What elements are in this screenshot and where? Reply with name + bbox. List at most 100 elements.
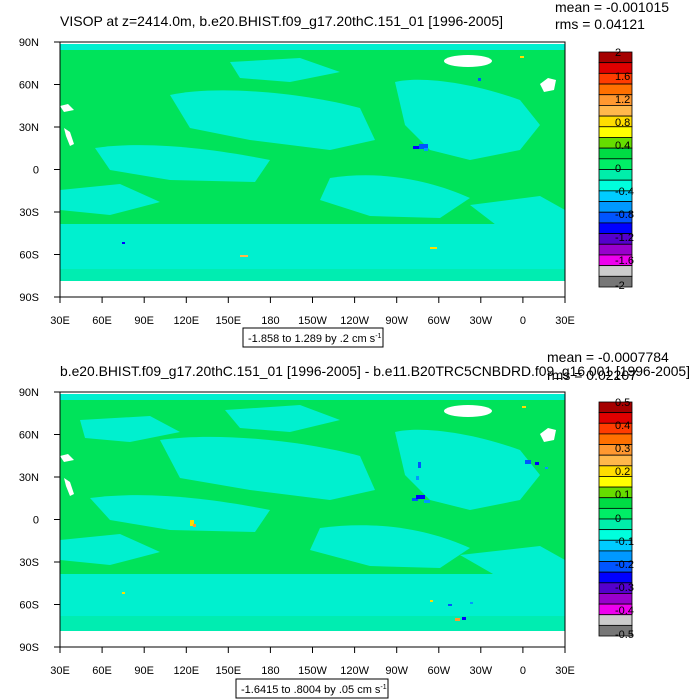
panel-1-range-label: -1.858 to 1.289 by .2 cm s-1 <box>248 333 382 345</box>
panel-2-anomalies <box>122 406 548 621</box>
panel-2-y-tick-label: 0 <box>33 515 39 527</box>
panel-2-x-tick-label: 90W <box>385 665 408 677</box>
panel-1-y-tick-label: 30N <box>19 122 39 134</box>
panel-2-colorbar-label: 0 <box>615 513 621 525</box>
colorbar-swatch <box>598 624 633 637</box>
panel-1-colorbar-boxes <box>598 51 633 288</box>
panel-2-title: b.e20.BHIST.f09_g17.20thC.151_01 [1996-2… <box>60 363 690 379</box>
panel-2-x-tick-label: 150W <box>298 665 327 677</box>
panel-2-missing <box>60 392 565 647</box>
panel-1-colorbar-label: 0.4 <box>615 140 630 152</box>
panel-1-colorbar-label: -0.8 <box>615 209 634 221</box>
panel-1-range-box: -1.858 to 1.289 by .2 cm s-1 <box>242 327 384 348</box>
panel-2-x-tick-label: 30E <box>50 665 70 677</box>
panel-1-title: VISOP at z=2414.0m, b.e20.BHIST.f09_g17.… <box>60 13 503 29</box>
panel-2-y-tick-label: 30S <box>19 557 39 569</box>
colorbar-swatch <box>598 105 633 117</box>
panel-2-cyan-regions <box>60 392 565 631</box>
panel-2-ticks <box>54 391 566 653</box>
panel-2-y-tick-label: 90S <box>19 642 39 654</box>
panel-1-y-tick-label: 0 <box>33 165 39 177</box>
panel-1-colorbar: 2 1.6 1.2 0.8 0.4 0 -0.4 -0.8 -1.2 -1.6 … <box>598 47 634 292</box>
panel-2-y-tick-label: 60S <box>19 600 39 612</box>
panel-2-x-tick-label: 30E <box>555 665 575 677</box>
panel-2-x-tick-labels: 30E 60E 90E 120E 150E 180 150W 120W 90W … <box>50 665 575 677</box>
panel-1-x-tick-label: 120W <box>340 315 369 327</box>
panel-2-x-tick-label: 60W <box>427 665 450 677</box>
panel-2-x-tick-label: 30W <box>469 665 492 677</box>
panel-1-x-tick-label: 30W <box>469 315 492 327</box>
panel-2-x-tick-label: 120W <box>340 665 369 677</box>
panel-2-colorbar-label: 0.1 <box>615 489 630 501</box>
panel-1-cyan-regions <box>60 42 565 281</box>
panel-2-y-tick-label: 60N <box>19 430 39 442</box>
panel-1-x-tick-label: 30E <box>50 315 70 327</box>
panel-1-colorbar-label: -2 <box>615 280 625 292</box>
panel-2-colorbar-boxes <box>598 401 633 637</box>
panel-1-mean: mean = -0.001015 <box>555 0 669 15</box>
panel-2-mean: mean = -0.0007784 <box>547 349 669 365</box>
panel-1-x-tick-label: 150E <box>215 315 241 327</box>
panel-2-range-label: -1.6415 to .8004 by .05 cm s-1 <box>241 684 387 696</box>
colorbar-swatch <box>598 593 633 605</box>
panel-1-x-tick-label: 120E <box>173 315 199 327</box>
panel-1-x-tick-label: 60W <box>427 315 450 327</box>
panel-1-colorbar-label: 2 <box>615 47 621 59</box>
panel-1-x-tick-label: 30E <box>555 315 575 327</box>
panel-2-colorbar-label: 0.3 <box>615 443 630 455</box>
panel-1-rms: rms = 0.04121 <box>555 16 645 32</box>
panel-1-y-tick-label: 60N <box>19 80 39 92</box>
panel-2-colorbar-label: 0.2 <box>615 466 630 478</box>
panel-1-x-tick-label: 0 <box>520 315 526 327</box>
panel-1-map <box>59 41 566 298</box>
panel-1-x-tick-label: 60E <box>92 315 112 327</box>
panel-2-colorbar: 0.5 0.4 0.3 0.2 0.1 0 -0.1 -0.2 -0.3 -0.… <box>598 397 634 641</box>
panel-1-colorbar-label: 0.8 <box>615 117 630 129</box>
panel-2-colorbar-label: -0.3 <box>615 582 634 594</box>
panel-2-rms: rms = 0.02207 <box>547 367 637 383</box>
panel-2-x-tick-label: 0 <box>520 665 526 677</box>
panel-2-colorbar-label: -0.4 <box>615 605 634 617</box>
panel-2-map <box>59 391 566 648</box>
colorbar-swatch <box>598 265 633 277</box>
panel-2-colorbar-labels: 0.5 0.4 0.3 0.2 0.1 0 -0.1 -0.2 -0.3 -0.… <box>615 397 634 641</box>
panel-2-x-tick-label: 150E <box>215 665 241 677</box>
panel-1-colorbar-label: -1.6 <box>615 255 634 267</box>
panel-1-y-tick-label: 90N <box>19 37 39 49</box>
colorbar-swatch <box>598 275 633 288</box>
panel-2-x-tick-label: 180 <box>261 665 279 677</box>
panel-1-ticks <box>54 41 566 303</box>
panel-1-x-tick-label: 150W <box>298 315 327 327</box>
panel-2-colorbar-label: 0.4 <box>615 420 630 432</box>
panel-1-colorbar-label: -1.2 <box>615 232 634 244</box>
panel-2-range-box: -1.6415 to .8004 by .05 cm s-1 <box>235 678 389 699</box>
panel-1-anomalies <box>122 56 524 257</box>
panel-1-x-tick-label: 180 <box>261 315 279 327</box>
colorbar-swatch <box>598 454 633 467</box>
panel-1-x-tick-label: 90W <box>385 315 408 327</box>
colorbar-swatch <box>598 476 633 488</box>
panel-1: VISOP at z=2414.0m, b.e20.BHIST.f09_g17.… <box>19 0 669 348</box>
panel-2-x-tick-label: 90E <box>134 665 154 677</box>
colorbar-swatch <box>598 243 633 256</box>
panel-2-y-tick-label: 90N <box>19 387 39 399</box>
panel-1-y-tick-label: 30S <box>19 207 39 219</box>
panel-1-missing <box>60 42 565 297</box>
panel-1-y-tick-label: 60S <box>19 250 39 262</box>
panel-1-colorbar-label: -0.4 <box>615 186 634 198</box>
panel-2-x-tick-label: 120E <box>173 665 199 677</box>
panel-1-y-tick-labels: 90N 60N 30N 0 30S 60S 90S <box>19 37 39 304</box>
panel-2-colorbar-label: 0.5 <box>615 397 630 409</box>
panel-2-colorbar-label: -0.1 <box>615 536 634 548</box>
panel-2-y-tick-labels: 90N 60N 30N 0 30S 60S 90S <box>19 387 39 654</box>
panel-1-y-tick-label: 90S <box>19 292 39 304</box>
panel-2: mean = -0.0007784 b.e20.BHIST.f09_g17.20… <box>19 349 690 699</box>
panel-2-x-tick-label: 60E <box>92 665 112 677</box>
panel-2-colorbar-label: -0.5 <box>615 629 634 641</box>
panel-2-y-tick-label: 30N <box>19 472 39 484</box>
panel-1-colorbar-label: 1.6 <box>615 71 630 83</box>
panel-1-x-tick-label: 90E <box>134 315 154 327</box>
panel-1-colorbar-label: 1.2 <box>615 94 630 106</box>
panel-1-colorbar-labels: 2 1.6 1.2 0.8 0.4 0 -0.4 -0.8 -1.2 -1.6 … <box>615 47 634 292</box>
